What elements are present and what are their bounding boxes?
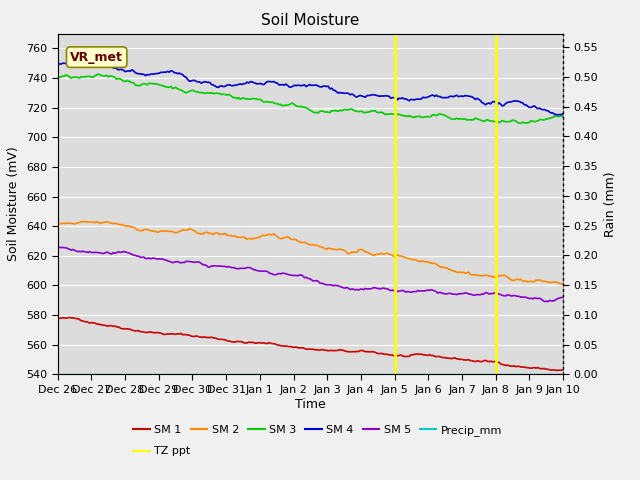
- SM 3: [559, 114, 567, 120]
- SM 3: [517, 120, 525, 126]
- SM 5: [512, 293, 520, 299]
- SM 2: [365, 250, 372, 256]
- Y-axis label: Soil Moisture (mV): Soil Moisture (mV): [8, 146, 20, 262]
- SM 3: [54, 74, 61, 80]
- Text: VR_met: VR_met: [70, 51, 123, 64]
- Precip_mm: [480, 372, 488, 377]
- SM 5: [353, 287, 361, 292]
- Precip_mm: [364, 372, 371, 377]
- SM 4: [559, 111, 567, 117]
- SM 2: [481, 273, 489, 278]
- SM 4: [514, 98, 522, 104]
- SM 1: [54, 315, 61, 321]
- SM 3: [365, 109, 372, 115]
- SM 1: [365, 349, 372, 355]
- X-axis label: Time: Time: [295, 397, 326, 410]
- SM 1: [56, 315, 63, 321]
- Line: SM 1: SM 1: [58, 318, 563, 371]
- SM 2: [56, 221, 63, 227]
- SM 5: [544, 299, 552, 304]
- Precip_mm: [512, 372, 520, 377]
- SM 1: [355, 348, 362, 354]
- SM 2: [557, 281, 565, 287]
- SM 5: [54, 244, 61, 250]
- SM 3: [94, 71, 102, 77]
- SM 1: [65, 315, 73, 321]
- SM 4: [365, 93, 372, 98]
- Line: SM 3: SM 3: [58, 74, 563, 123]
- SM 3: [356, 108, 364, 114]
- Precip_mm: [355, 372, 362, 377]
- SM 5: [559, 294, 567, 300]
- Line: SM 2: SM 2: [58, 221, 563, 284]
- Precip_mm: [559, 372, 567, 377]
- SM 4: [56, 61, 63, 67]
- Line: SM 4: SM 4: [58, 62, 563, 115]
- SM 4: [356, 93, 364, 98]
- Precip_mm: [353, 372, 361, 377]
- Precip_mm: [54, 372, 61, 377]
- SM 4: [481, 102, 489, 108]
- SM 2: [355, 247, 362, 253]
- SM 5: [56, 245, 63, 251]
- SM 1: [559, 367, 567, 373]
- SM 5: [480, 291, 488, 297]
- SM 1: [356, 348, 364, 353]
- Y-axis label: Rain (mm): Rain (mm): [604, 171, 617, 237]
- SM 2: [559, 281, 567, 287]
- SM 3: [514, 120, 522, 125]
- SM 4: [76, 59, 83, 65]
- SM 3: [481, 118, 489, 123]
- SM 5: [355, 287, 362, 293]
- SM 1: [552, 368, 560, 373]
- Line: SM 5: SM 5: [58, 247, 563, 301]
- SM 2: [356, 247, 364, 252]
- SM 3: [355, 109, 362, 115]
- SM 2: [514, 276, 522, 282]
- SM 2: [54, 220, 61, 226]
- SM 3: [56, 74, 63, 80]
- SM 2: [93, 218, 100, 224]
- Title: Soil Moisture: Soil Moisture: [261, 13, 360, 28]
- SM 4: [54, 60, 61, 66]
- SM 1: [481, 358, 489, 363]
- SM 1: [514, 363, 522, 369]
- SM 4: [355, 93, 362, 99]
- Legend: TZ ppt: TZ ppt: [129, 442, 195, 461]
- Precip_mm: [56, 372, 63, 377]
- SM 5: [364, 286, 371, 292]
- SM 4: [554, 112, 562, 118]
